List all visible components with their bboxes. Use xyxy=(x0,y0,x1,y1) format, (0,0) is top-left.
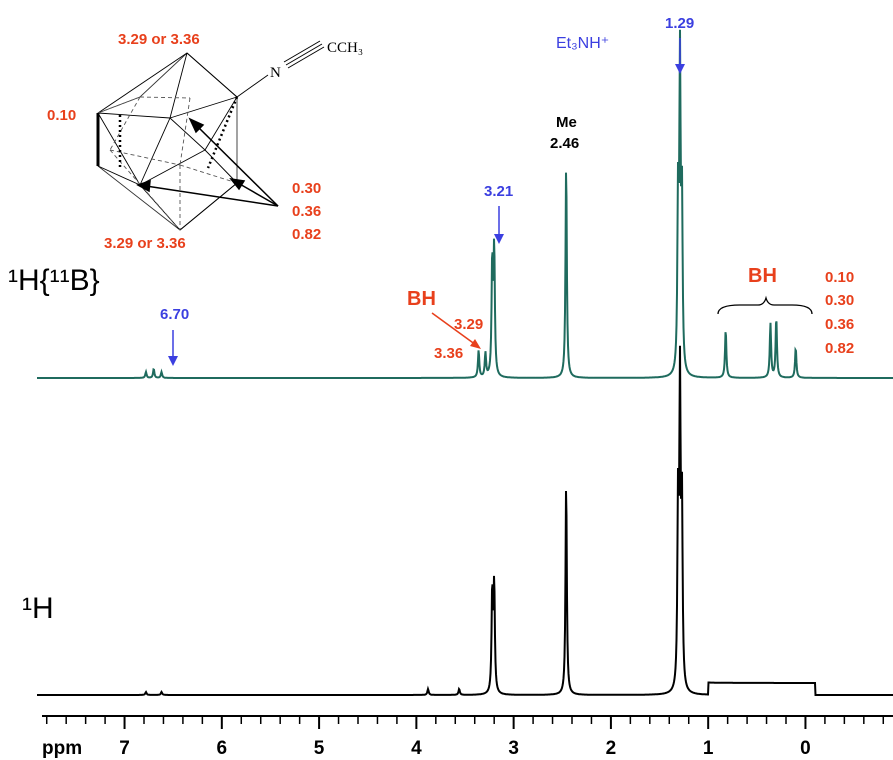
molecule-diagram xyxy=(96,40,325,231)
annot-nh-arrowhead xyxy=(168,356,178,366)
x-tick-label: 2 xyxy=(606,738,617,759)
spectra-group xyxy=(37,29,893,696)
molecule-belt-value-3: 0.82 xyxy=(292,226,321,243)
molecule-arrows xyxy=(136,117,279,207)
x-axis-ticks: 7 6 5 4 3 2 1 0 xyxy=(45,716,885,759)
trace-label-1h: ¹H xyxy=(22,592,54,625)
cage-edge xyxy=(139,117,171,186)
molecule-top-vertex-value: 3.29 or 3.36 xyxy=(118,31,200,48)
molecule-belt-value-1: 0.30 xyxy=(292,180,321,197)
cage-n-bond xyxy=(236,74,269,98)
annot-cage-arrowhead xyxy=(494,234,504,244)
cage-edge xyxy=(169,52,188,119)
spectrum-trace-1h xyxy=(37,345,893,696)
x-tick-label: 7 xyxy=(119,738,130,759)
annot-cage-value: 3.21 xyxy=(484,183,513,200)
annot-bh-right-value-4: 0.82 xyxy=(825,340,854,357)
trace-label-1h-11b: ¹H{¹¹B} xyxy=(8,264,100,297)
annot-bh-left-value-b: 3.36 xyxy=(434,345,463,362)
x-axis-unit-label: ppm xyxy=(42,738,82,759)
x-tick-label: 6 xyxy=(217,738,228,759)
x-tick-label: 5 xyxy=(314,738,325,759)
annot-me-title: Me xyxy=(556,114,577,131)
cage-edge xyxy=(169,96,238,119)
x-axis: 7 6 5 4 3 2 1 0 ppm xyxy=(42,715,893,759)
x-tick-label: 3 xyxy=(508,738,519,759)
nitrogen-atom-label: N xyxy=(270,65,281,81)
annot-bh-right-value-2: 0.30 xyxy=(825,292,854,309)
annot-bh-right-brace xyxy=(717,295,813,315)
cage-edge xyxy=(97,52,188,114)
annot-bh-left-arrowhead xyxy=(470,339,481,349)
cage-edge xyxy=(139,149,206,186)
annot-et-title: Et₃NH⁺ xyxy=(556,35,609,52)
substituent-label: CCH₃ xyxy=(327,40,363,56)
cage-edge xyxy=(97,112,141,186)
cage-edge xyxy=(169,117,206,151)
x-tick-label: 0 xyxy=(800,738,811,759)
triple-bond xyxy=(283,40,325,69)
cage-edge xyxy=(97,112,171,119)
peak-annotations: 6.70 3.21 BH 3.29 3.36 Me 2.46 Et₃NH⁺ 1.… xyxy=(160,15,854,366)
cage-edge xyxy=(139,184,181,231)
annot-et-value: 1.29 xyxy=(665,15,694,32)
cage-edge xyxy=(204,96,238,151)
molecule-bottom-vertex-value: 3.29 or 3.36 xyxy=(104,235,186,252)
annot-bh-left-value-a: 3.29 xyxy=(454,316,483,333)
cage-edge xyxy=(186,52,238,98)
x-tick-label: 4 xyxy=(411,738,422,759)
annot-bh-right-value-1: 0.10 xyxy=(825,269,854,286)
x-tick-label: 1 xyxy=(703,738,714,759)
annot-bh-right-value-3: 0.36 xyxy=(825,316,854,333)
annot-et-arrowhead xyxy=(675,64,685,74)
annot-me-value: 2.46 xyxy=(550,135,579,152)
molecule-belt-value-2: 0.36 xyxy=(292,203,321,220)
molecule-left-edge-value: 0.10 xyxy=(47,107,76,124)
spectrum-trace-1h-11b xyxy=(37,29,893,379)
cage-edge xyxy=(97,165,141,186)
annot-nh-value: 6.70 xyxy=(160,306,189,323)
cage-hidden-edges xyxy=(97,96,238,231)
cage-edge xyxy=(204,149,238,184)
cage-edge xyxy=(179,182,238,231)
cage-dotted-edge xyxy=(206,96,239,169)
annot-bh-right-title: BH xyxy=(748,265,777,287)
annot-bh-left-arrow xyxy=(431,312,477,346)
annot-bh-left-title: BH xyxy=(407,288,436,310)
